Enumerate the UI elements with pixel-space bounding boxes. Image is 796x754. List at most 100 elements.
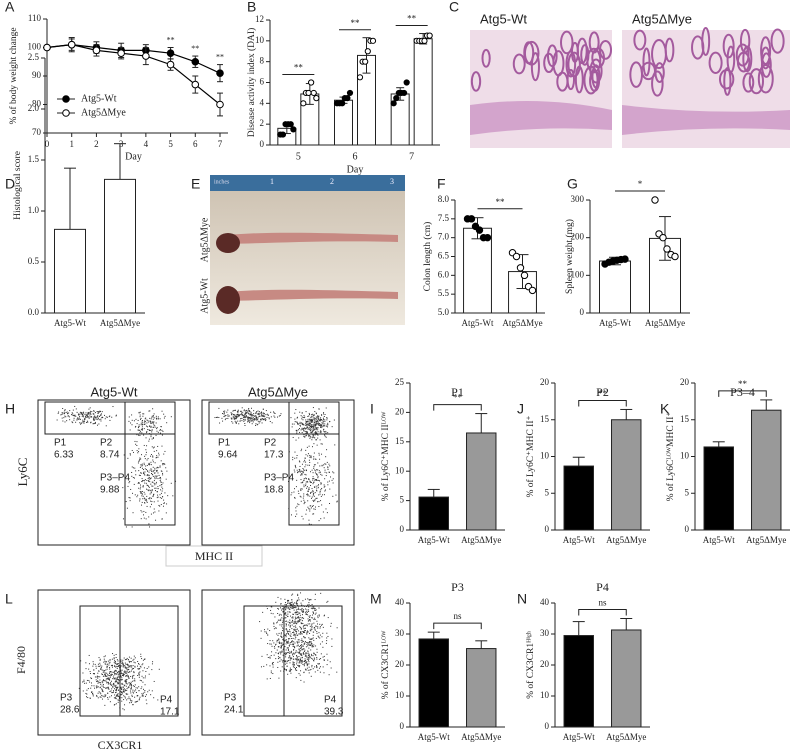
event-dot	[144, 456, 145, 457]
event-dot	[143, 511, 144, 512]
event-dot	[233, 414, 234, 415]
event-dot	[293, 666, 294, 667]
event-dot	[292, 608, 293, 609]
event-dot	[303, 500, 304, 501]
event-dot	[80, 424, 81, 425]
y-tick-label: 5	[685, 487, 690, 497]
event-dot	[304, 651, 305, 652]
event-dot	[89, 682, 90, 683]
event-dot	[292, 646, 293, 647]
event-dot	[304, 470, 305, 471]
y-tick-label: 7.5	[438, 213, 450, 223]
event-dot	[163, 500, 164, 501]
event-dot	[151, 454, 152, 455]
event-dot	[322, 647, 323, 648]
event-dot	[317, 417, 318, 418]
event-dot	[116, 415, 117, 416]
event-dot	[309, 438, 310, 439]
event-dot	[300, 654, 301, 655]
event-dot	[118, 682, 119, 683]
event-dot	[104, 656, 105, 657]
event-dot	[159, 485, 160, 486]
event-dot	[81, 414, 82, 415]
event-dot	[314, 610, 315, 611]
event-dot	[318, 506, 319, 507]
event-dot	[132, 424, 133, 425]
event-dot	[309, 604, 310, 605]
event-dot	[311, 665, 312, 666]
event-dot	[319, 455, 320, 456]
data-point	[468, 216, 474, 222]
event-dot	[331, 646, 332, 647]
event-dot	[110, 677, 111, 678]
event-dot	[319, 520, 320, 521]
event-dot	[286, 649, 287, 650]
event-dot	[237, 411, 238, 412]
event-dot	[298, 630, 299, 631]
event-dot	[285, 604, 286, 605]
event-dot	[283, 655, 284, 656]
event-dot	[291, 604, 292, 605]
event-dot	[322, 633, 323, 634]
y-tick-label: 0	[400, 524, 405, 534]
event-dot	[287, 632, 288, 633]
event-dot	[326, 643, 327, 644]
event-dot	[307, 447, 308, 448]
event-dot	[331, 638, 332, 639]
event-dot	[127, 683, 128, 684]
event-dot	[134, 680, 135, 681]
event-dot	[142, 670, 143, 671]
event-dot	[65, 416, 66, 417]
event-dot	[97, 411, 98, 412]
event-dot	[132, 692, 133, 693]
event-dot	[286, 624, 287, 625]
y-tick-label: 15	[395, 436, 405, 446]
event-dot	[312, 416, 313, 417]
event-dot	[280, 651, 281, 652]
event-dot	[105, 664, 106, 665]
event-dot	[128, 672, 129, 673]
event-dot	[328, 469, 329, 470]
bar	[564, 466, 593, 530]
event-dot	[114, 704, 115, 705]
event-dot	[252, 415, 253, 416]
event-dot	[294, 633, 295, 634]
event-dot	[289, 603, 290, 604]
event-dot	[159, 475, 160, 476]
event-dot	[139, 426, 140, 427]
event-dot	[140, 467, 141, 468]
event-dot	[299, 412, 300, 413]
event-dot	[276, 633, 277, 634]
event-dot	[310, 599, 311, 600]
event-dot	[125, 676, 126, 677]
y-axis-label: Ly6C	[15, 458, 30, 487]
event-dot	[306, 422, 307, 423]
event-dot	[136, 441, 137, 442]
event-dot	[320, 666, 321, 667]
event-dot	[111, 685, 112, 686]
event-dot	[305, 464, 306, 465]
event-dot	[327, 512, 328, 513]
event-dot	[319, 624, 320, 625]
event-dot	[144, 492, 145, 493]
event-dot	[327, 466, 328, 467]
event-dot	[292, 622, 293, 623]
data-point	[422, 38, 427, 43]
event-dot	[298, 429, 299, 430]
event-dot	[162, 474, 163, 475]
event-dot	[309, 496, 310, 497]
event-dot	[266, 417, 267, 418]
event-dot	[139, 459, 140, 460]
event-dot	[306, 633, 307, 634]
event-dot	[307, 455, 308, 456]
event-dot	[116, 654, 117, 655]
event-dot	[295, 421, 296, 422]
event-dot	[121, 688, 122, 689]
event-dot	[259, 423, 260, 424]
significance-label: **	[167, 35, 175, 44]
event-dot	[308, 609, 309, 610]
event-dot	[152, 482, 153, 483]
y-tick-label: 10	[680, 451, 690, 461]
event-dot	[295, 668, 296, 669]
event-dot	[130, 454, 131, 455]
